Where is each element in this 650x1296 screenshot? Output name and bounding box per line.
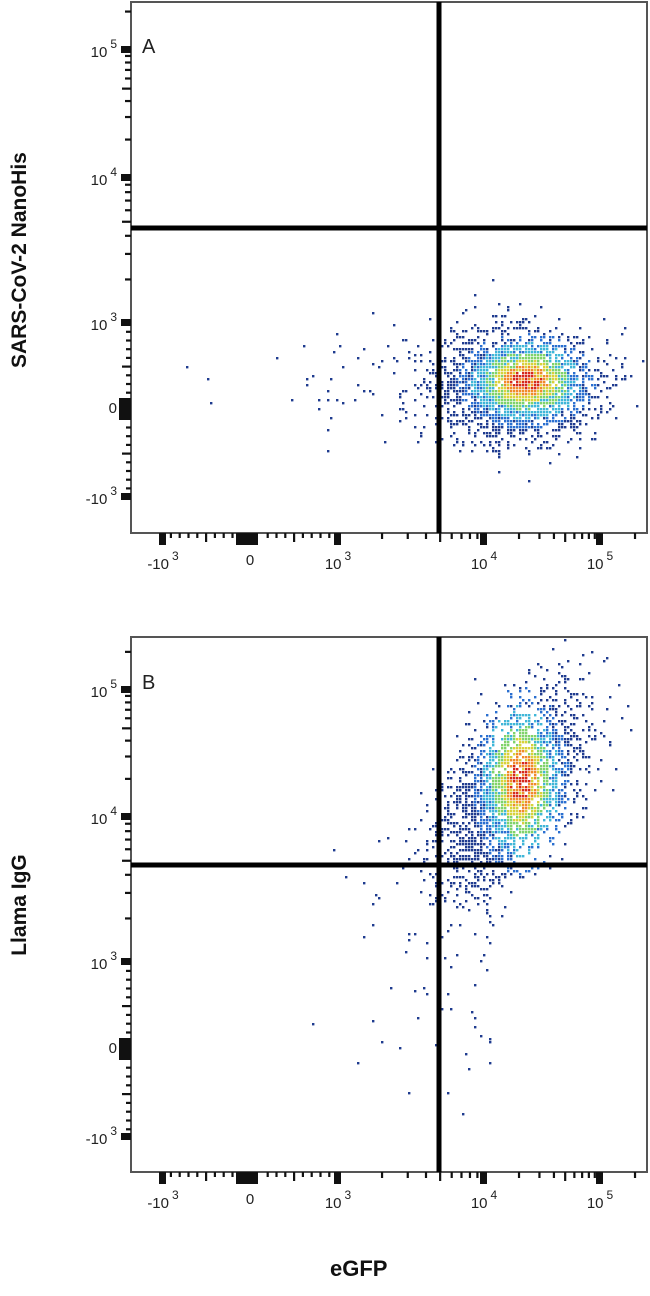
tick-exponent: 5 [606,1188,614,1202]
tick-exponent: 4 [490,1188,498,1202]
tick-base: 0 [245,1191,255,1208]
tick-base: 0 [108,400,117,417]
tick-base: 10 [586,1195,604,1212]
tick-base: 10 [90,811,108,828]
tick-label: 10 5 [586,549,614,573]
tick-exponent: 3 [344,549,352,563]
tick-label: 10 3 [324,549,352,573]
tick-label: -10 3 [147,1188,179,1212]
tick-exponent: 3 [110,1124,117,1138]
tick-label: 10 3 [90,949,117,973]
tick-exponent: 3 [110,484,117,498]
y-axis-label-panel-b: Llama IgG [8,854,31,956]
tick-exponent: 3 [172,549,179,563]
density-points [312,639,633,1116]
tick-exponent: 4 [490,549,498,563]
plot-frame [130,636,648,1173]
tick-exponent: 5 [110,677,117,691]
tick-base: 10 [90,317,108,334]
tick-exponent: 5 [606,549,614,563]
panel-label-a: A [142,36,156,58]
tick-label: 10 4 [90,165,117,189]
panel-a [119,1,648,545]
tick-exponent: 5 [110,37,117,51]
y-axis-label-panel-a: SARS-CoV-2 NanoHis [8,152,31,368]
tick-exponent: 3 [110,310,117,324]
x-axis-label: eGFP [330,1256,388,1281]
x-axis-ticks [159,533,637,545]
tick-base: 10 [324,1195,342,1212]
tick-base: 10 [470,556,488,573]
tick-label: 0 [109,400,117,417]
tick-label: 10 3 [90,310,117,334]
y-axis-ticks [119,10,131,500]
tick-base: 10 [90,44,108,61]
tick-label: 10 5 [586,1188,614,1212]
tick-base: 10 [324,556,342,573]
tick-base: -10 [85,491,108,508]
tick-label: 10 4 [470,1188,498,1212]
tick-label: 0 [109,1040,117,1057]
tick-base: 10 [90,684,108,701]
tick-base: 10 [90,172,108,189]
panel-b [119,636,648,1184]
tick-exponent: 3 [344,1188,352,1202]
y-axis-ticks [119,650,131,1140]
tick-base: -10 [147,556,169,573]
panel-label-b: B [142,672,156,694]
plot-frame [130,1,648,534]
tick-label: 10 5 [90,37,117,61]
tick-label: -10 3 [85,484,117,508]
tick-base: 0 [108,1040,117,1057]
tick-base: 10 [90,956,108,973]
tick-label: 0 [246,552,254,569]
tick-label: 0 [246,1191,254,1208]
tick-exponent: 3 [110,949,117,963]
tick-label: -10 3 [85,1124,117,1148]
tick-label: 10 4 [470,549,498,573]
tick-base: -10 [147,1195,169,1212]
tick-base: 0 [245,552,255,569]
tick-label: -10 3 [147,549,179,573]
tick-exponent: 4 [110,165,117,179]
tick-label: 10 5 [90,677,117,701]
x-axis-ticks [159,1172,637,1184]
tick-base: 10 [586,556,604,573]
tick-base: -10 [85,1131,108,1148]
tick-label: 10 3 [324,1188,352,1212]
tick-label: 10 4 [90,804,117,828]
tick-exponent: 4 [110,804,117,818]
tick-base: 10 [470,1195,488,1212]
tick-exponent: 3 [172,1188,179,1202]
density-points [186,279,645,483]
